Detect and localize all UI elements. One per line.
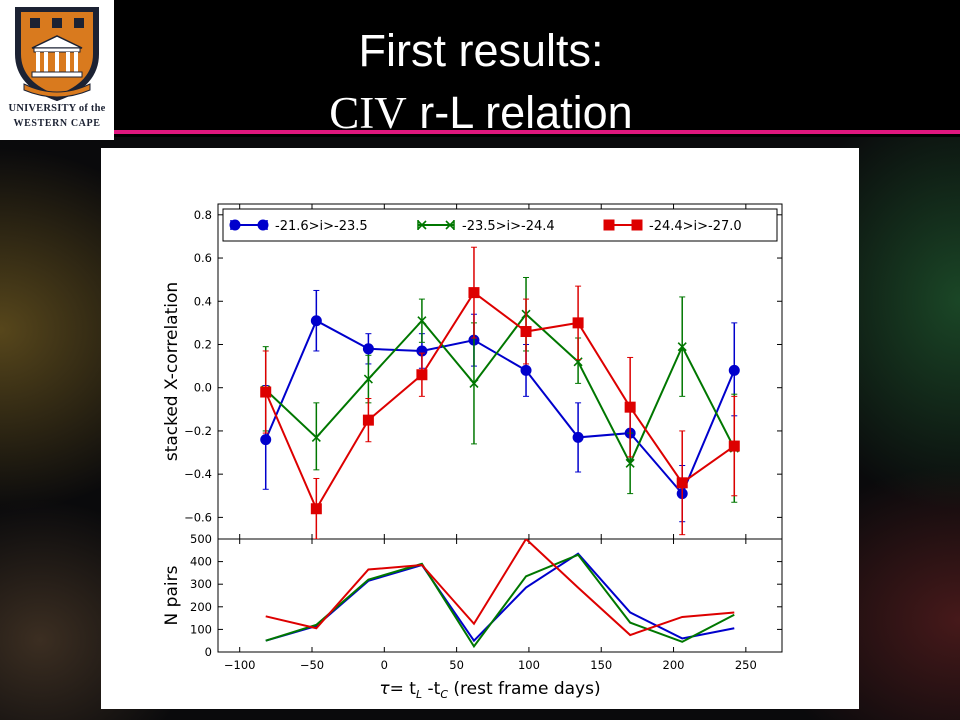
xlabel-sub-c: C [440, 688, 448, 701]
data-point [310, 503, 322, 515]
plot-panel: 0.8 0.6 0.4 0.2 0.0 −0.2 −0.4 −0.6 −100 −50 0 50 100… [101, 148, 859, 709]
legend-marker [631, 219, 643, 231]
civ-label: CIV [329, 88, 407, 138]
data-point [728, 440, 740, 452]
npairs-line-1 [265, 553, 735, 649]
logo-line-western-cape: WESTERN CAPE [13, 118, 101, 129]
top-axes-frame [217, 203, 783, 540]
top-ytick-label: 0.4 [194, 294, 212, 308]
bottom-xtick-label: 100 [518, 658, 540, 672]
top-ytick-label: 0.6 [194, 251, 212, 265]
cross-correlation-chart: 0.8 0.6 0.4 0.2 0.0 −0.2 −0.4 −0.6 −100 −50 0 50 100… [162, 203, 783, 701]
slide-title-line1: First results: [358, 25, 604, 76]
bottom-ytick-label: 100 [190, 622, 212, 636]
bottom-ytick-label: 500 [190, 532, 212, 546]
legend-marker [257, 219, 269, 231]
data-point [572, 431, 584, 443]
title-relation-text: r-L relation [406, 87, 633, 138]
data-point [260, 434, 272, 446]
data-point [416, 369, 428, 381]
data-point [310, 315, 322, 327]
university-logo: UNIVERSITY of the WESTERN CAPE [0, 0, 114, 140]
data-point [417, 316, 427, 326]
xlabel-rest: (rest frame days) [448, 679, 601, 699]
npairs-line-0 [265, 552, 735, 643]
data-point [520, 326, 532, 338]
logo-line-university: UNIVERSITY of the [8, 103, 106, 114]
xlabel-mid: -t [422, 679, 441, 699]
data-point [520, 364, 532, 376]
data-point [469, 378, 479, 388]
data-point [362, 343, 374, 355]
bottom-xlabel: τ= tL -tC (rest frame days) [379, 679, 600, 701]
slide-header: UNIVERSITY of the WESTERN CAPE First res… [0, 0, 960, 140]
bottom-axes-frame [217, 538, 783, 653]
bottom-xtick-label: −50 [300, 658, 324, 672]
legend-box [222, 208, 778, 242]
series-line-2 [264, 291, 735, 511]
legend-marker [229, 219, 241, 231]
data-point [363, 374, 373, 384]
series-line-1 [265, 312, 736, 466]
accent-divider [114, 130, 960, 134]
bottom-ytick-label: 200 [190, 600, 212, 614]
legend-label-2: -24.4>i>-27.0 [649, 219, 742, 234]
data-point [625, 458, 635, 468]
data-point [573, 357, 583, 367]
bottom-xtick-label: 150 [590, 658, 612, 672]
xlabel-eq: = t [390, 679, 417, 699]
data-point [677, 342, 687, 352]
top-ytick-label: −0.2 [184, 424, 212, 438]
npairs-group-1 [265, 553, 735, 649]
data-point [676, 477, 688, 489]
legend: -21.6>i>-23.5 -23.5>i>-24.4 -24.4>i>-27.0 [222, 208, 778, 242]
xlabel-tau: τ [379, 679, 390, 699]
data-point [468, 287, 480, 299]
bottom-ytick-label: 300 [190, 577, 212, 591]
data-point [624, 401, 636, 413]
npairs-group-2 [265, 539, 735, 637]
bottom-xtick-label: −100 [224, 658, 256, 672]
bottom-xtick-label: 250 [735, 658, 757, 672]
bottom-xtick-label: 200 [663, 658, 685, 672]
top-ytick-label: 0.0 [194, 381, 212, 395]
top-ytick-label: 0.2 [194, 337, 212, 351]
legend-label-1: -23.5>i>-24.4 [462, 219, 555, 234]
bottom-ytick-label: 0 [205, 645, 212, 659]
slide-title-line2: CIV r-L relation [114, 87, 848, 139]
university-crest-icon [15, 7, 99, 102]
legend-marker [445, 220, 455, 230]
bottom-xtick-label: 0 [381, 658, 388, 672]
bottom-ytick-label: 400 [190, 555, 212, 569]
data-point [260, 386, 272, 398]
data-point [572, 317, 584, 329]
legend-label-0: -21.6>i>-23.5 [275, 219, 368, 234]
data-point [728, 364, 740, 376]
bottom-xtick-label: 50 [449, 658, 464, 672]
data-point [311, 432, 321, 442]
bottom-ylabel: N pairs [162, 565, 182, 625]
legend-marker [417, 220, 427, 230]
top-ylabel: stacked X-correlation [162, 282, 182, 461]
npairs-group-0 [265, 552, 735, 643]
data-point [362, 414, 374, 426]
series-line-0 [264, 319, 736, 496]
legend-marker [603, 219, 615, 231]
npairs-line-2 [265, 539, 735, 637]
series-group-2 [260, 246, 740, 539]
top-ytick-label: −0.4 [184, 467, 212, 481]
xlabel-sub-l: L [416, 688, 422, 701]
top-ytick-label: 0.8 [194, 208, 212, 222]
top-ytick-label: −0.6 [184, 510, 212, 524]
